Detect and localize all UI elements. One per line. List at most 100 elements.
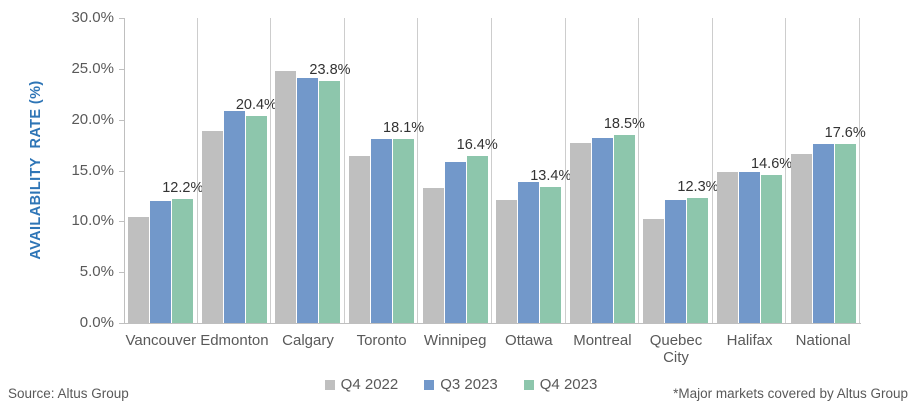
- x-axis-label: Montreal: [573, 332, 632, 349]
- bar-q4-2022-toronto: [349, 156, 371, 323]
- legend-item-q4-2023: Q4 2023: [523, 376, 598, 393]
- bar-q4-2022-calgary: [275, 70, 297, 323]
- source-note: Source: Altus Group: [8, 386, 129, 401]
- bar-q4-2022-quebec-city: [643, 219, 665, 323]
- bar-value-label: 18.1%: [383, 119, 425, 136]
- bar-q4-2022-national: [790, 154, 812, 323]
- gridline: [417, 18, 419, 323]
- x-axis-label: Toronto: [356, 332, 407, 349]
- y-axis-tick-label: 25.0%: [71, 59, 114, 77]
- bar-q4-2023-edmonton: [245, 115, 267, 323]
- bar-value-label: 20.4%: [235, 96, 277, 113]
- x-axis-line: [124, 323, 861, 324]
- gridline: [343, 18, 345, 323]
- bar-q4-2023-national: [834, 144, 856, 323]
- bar-q4-2023-quebec-city: [687, 197, 709, 323]
- bar-group-halifax: 14.6%: [713, 18, 792, 323]
- bar-value-label: 16.4%: [456, 137, 498, 154]
- bar-value-label: 17.6%: [824, 125, 866, 142]
- legend-swatch-q3-2023: [424, 379, 435, 390]
- x-axis-label: National: [795, 332, 851, 349]
- bar-group-calgary: 23.8%: [271, 18, 351, 323]
- bar-value-label: 14.6%: [751, 155, 793, 172]
- y-axis-tick: [119, 170, 124, 172]
- legend-label-q4-2023: Q4 2023: [539, 376, 598, 393]
- bar-q3-2023-calgary: [297, 77, 319, 323]
- bar-q4-2022-halifax: [717, 171, 739, 323]
- bar-q4-2022-ottawa: [496, 199, 518, 323]
- y-axis-tick-label: 30.0%: [71, 9, 114, 26]
- legend-item-q3-2023: Q3 2023: [424, 376, 498, 393]
- bar-q4-2023-halifax: [761, 174, 783, 323]
- bar-q3-2023-quebec-city: [665, 199, 687, 323]
- bar-q4-2023-vancouver: [172, 198, 194, 323]
- gridline: [491, 18, 492, 323]
- bar-q3-2023-winnipeg: [444, 162, 466, 323]
- bar-value-label: 18.5%: [603, 115, 645, 132]
- footnote: *Major markets covered by Altus Group: [673, 386, 908, 401]
- bar-group-toronto: 18.1%: [345, 18, 424, 323]
- y-axis-tick-label: 0.0%: [79, 314, 114, 331]
- bar-value-label: 23.8%: [309, 62, 351, 79]
- y-axis-tick: [119, 18, 124, 19]
- y-axis-tick: [119, 119, 124, 121]
- x-axis-label: Halifax: [726, 332, 773, 349]
- bar-q3-2023-national: [812, 144, 834, 323]
- bar-value-label: 12.2%: [162, 179, 204, 196]
- bar-q4-2022-winnipeg: [422, 187, 444, 323]
- bar-q4-2023-calgary: [319, 81, 341, 323]
- bar-group-winnipeg: 16.4%: [418, 18, 498, 323]
- x-axis-label: Winnipeg: [423, 332, 487, 349]
- bar-q3-2023-halifax: [739, 171, 761, 323]
- x-axis-label: Ottawa: [505, 332, 553, 349]
- gridline: [638, 18, 640, 323]
- bar-q4-2023-montreal: [613, 134, 635, 323]
- bar-q4-2022-edmonton: [201, 130, 223, 323]
- legend-item-q4-2022: Q4 2022: [324, 376, 399, 393]
- y-axis-tick: [119, 221, 124, 223]
- x-axis-label: Calgary: [282, 332, 334, 349]
- x-axis-label: Quebec City: [649, 332, 703, 366]
- x-axis-label: Vancouver: [125, 332, 197, 349]
- gridline: [270, 18, 272, 323]
- bar-q4-2022-vancouver: [128, 217, 150, 323]
- gridline: [564, 18, 566, 323]
- bar-q3-2023-montreal: [591, 137, 613, 323]
- bar-group-ottawa: 13.4%: [492, 18, 571, 323]
- bar-group-national: 17.6%: [786, 18, 866, 323]
- y-axis-tick: [119, 272, 124, 274]
- bar-group-vancouver: 12.2%: [124, 18, 203, 323]
- x-axis-label: Edmonton: [200, 332, 269, 349]
- gridline: [711, 18, 713, 323]
- chart-legend: Q4 2022 Q3 2023 Q4 2023: [0, 376, 922, 393]
- bar-q3-2023-toronto: [371, 138, 393, 323]
- legend-label-q4-2022: Q4 2022: [340, 376, 399, 393]
- bar-value-label: 13.4%: [530, 167, 572, 184]
- gridline: [785, 18, 787, 323]
- bar-q3-2023-vancouver: [150, 201, 172, 323]
- y-axis-tick: [119, 68, 124, 70]
- bar-q4-2023-winnipeg: [466, 156, 488, 323]
- y-axis-tick-label: 15.0%: [71, 161, 114, 179]
- gridline: [859, 18, 860, 323]
- bar-q3-2023-edmonton: [223, 110, 245, 323]
- legend-swatch-q4-2023: [523, 379, 534, 390]
- bar-q4-2022-montreal: [569, 143, 591, 323]
- y-axis-tick-label: 20.0%: [71, 110, 114, 128]
- bar-value-label: 12.3%: [677, 178, 719, 195]
- bar-q4-2023-toronto: [393, 138, 415, 323]
- gridline: [196, 18, 198, 323]
- y-axis-tick: [119, 323, 124, 324]
- legend-swatch-q4-2022: [324, 379, 335, 390]
- bar-group-quebec-city: 12.3%: [639, 18, 719, 323]
- y-axis-tick-label: 5.0%: [79, 263, 114, 281]
- bar-group-edmonton: 20.4%: [198, 18, 277, 323]
- legend-label-q3-2023: Q3 2023: [440, 376, 498, 393]
- plot-area: 12.2% 20.4% 23.8% 18.1% 16.4% 13.4% 18.5% 12.3%…: [124, 18, 866, 323]
- bar-group-montreal: 18.5%: [566, 18, 645, 323]
- y-axis-tick-label: 10.0%: [71, 212, 114, 230]
- bar-q3-2023-ottawa: [518, 181, 540, 323]
- bar-q4-2023-ottawa: [540, 186, 562, 323]
- y-axis-line: [124, 18, 125, 324]
